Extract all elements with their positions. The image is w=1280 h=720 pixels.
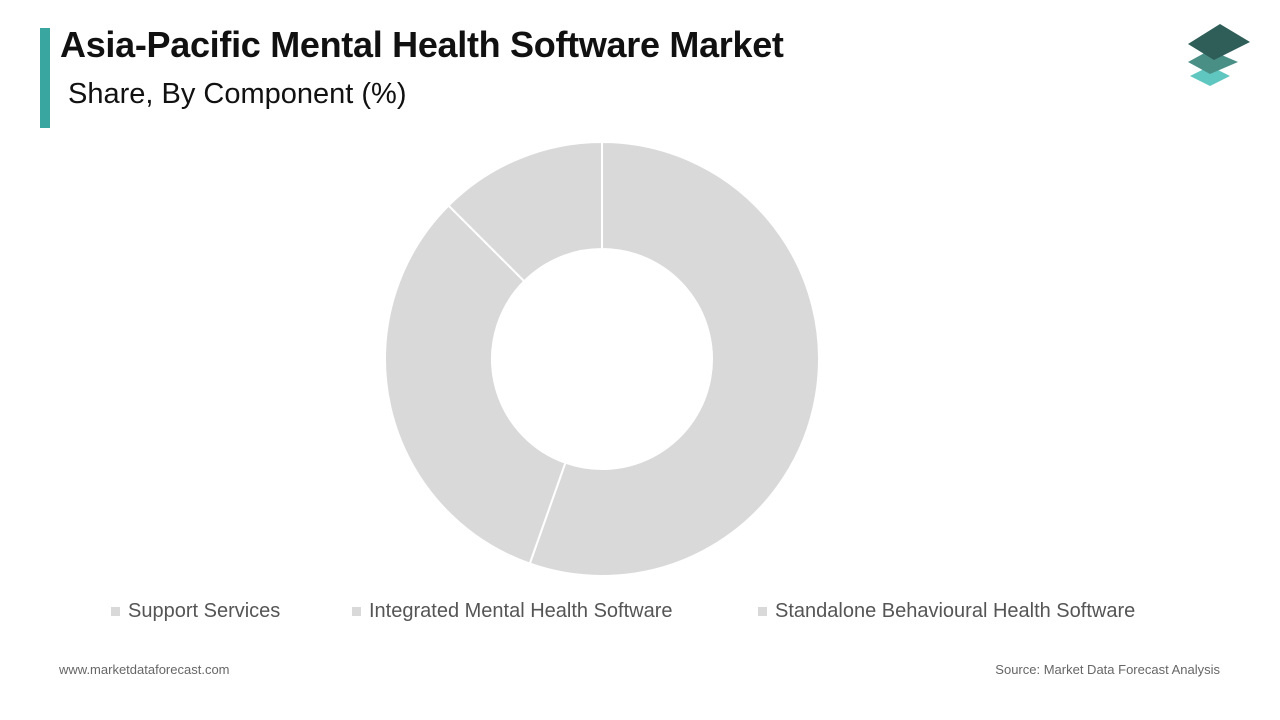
legend-item: Standalone Behavioural Health Software xyxy=(758,600,1135,623)
legend-label: Support Services xyxy=(128,600,281,622)
donut-chart xyxy=(384,140,820,577)
chart-title: Asia-Pacific Mental Health Software Mark… xyxy=(60,24,784,65)
website-url: www.marketdataforecast.com xyxy=(59,662,230,677)
legend-swatch xyxy=(758,607,767,616)
legend-item: Integrated Mental Health Software xyxy=(352,600,673,623)
logo-layer-middle xyxy=(1188,50,1238,74)
title-accent-bar xyxy=(40,28,50,128)
logo-layer-bottom xyxy=(1190,66,1230,86)
chart-subtitle: Share, By Component (%) xyxy=(68,78,407,110)
donut-slices xyxy=(384,140,820,577)
chart-legend: Support Services Integrated Mental Health… xyxy=(0,600,1280,628)
donut-slice-support-services xyxy=(447,140,603,283)
legend-swatch xyxy=(111,607,120,616)
logo-layer-top xyxy=(1188,24,1250,60)
source-note: Source: Market Data Forecast Analysis xyxy=(995,662,1220,677)
legend-label: Standalone Behavioural Health Software xyxy=(775,600,1136,622)
donut-slice-standalone-behavioural-health-software xyxy=(528,140,820,577)
legend-label: Integrated Mental Health Software xyxy=(369,600,673,622)
legend-item: Support Services xyxy=(111,600,280,623)
stacked-layers-logo-icon xyxy=(1188,24,1250,86)
legend-swatch xyxy=(352,607,361,616)
donut-slice-integrated-mental-health-software xyxy=(384,204,567,565)
